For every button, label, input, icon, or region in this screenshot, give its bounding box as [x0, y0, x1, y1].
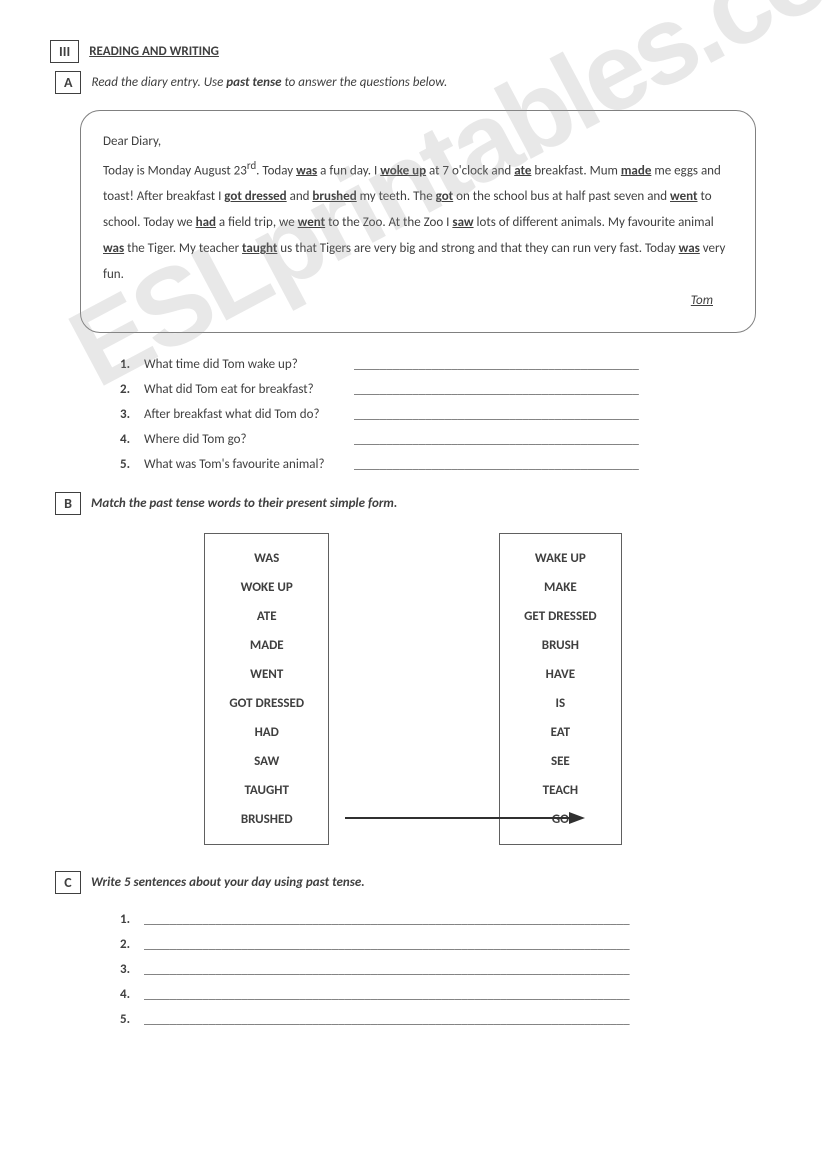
write-row: 5. _____________________________________…	[120, 1012, 776, 1027]
match-item[interactable]: BRUSHED	[229, 805, 304, 834]
match-item[interactable]: GOT DRESSED	[229, 689, 304, 718]
write-row: 4. _____________________________________…	[120, 987, 776, 1002]
page-title: READING AND WRITING	[89, 44, 219, 59]
diary-signature: Tom	[103, 288, 733, 314]
write-blank[interactable]: ________________________________________…	[144, 962, 776, 977]
match-item[interactable]: SAW	[229, 747, 304, 776]
match-item[interactable]: WAS	[229, 544, 304, 573]
w-num: 4.	[120, 987, 144, 1002]
section-c-instruction: Write 5 sentences about your day using p…	[91, 875, 365, 890]
q-text: What was Tom's favourite animal?	[144, 457, 354, 472]
q-num: 3.	[120, 407, 144, 422]
q-text: What time did Tom wake up?	[144, 357, 354, 372]
question-row: 5. What was Tom's favourite animal? ____…	[120, 457, 776, 472]
q-num: 1.	[120, 357, 144, 372]
q-text: After breakfast what did Tom do?	[144, 407, 354, 422]
match-item[interactable]: EAT	[524, 718, 597, 747]
write-row: 2. _____________________________________…	[120, 937, 776, 952]
q-num: 2.	[120, 382, 144, 397]
q-text: What did Tom eat for breakfast?	[144, 382, 354, 397]
match-item[interactable]: GET DRESSED	[524, 602, 597, 631]
writing-lines: 1. _____________________________________…	[120, 912, 776, 1027]
question-row: 1. What time did Tom wake up? __________…	[120, 357, 776, 372]
w-num: 5.	[120, 1012, 144, 1027]
q-num: 4.	[120, 432, 144, 447]
write-row: 1. _____________________________________…	[120, 912, 776, 927]
section-b-box: B	[55, 492, 81, 515]
answer-blank[interactable]: ________________________________________…	[354, 357, 776, 372]
match-item[interactable]: BRUSH	[524, 631, 597, 660]
match-item[interactable]: WAKE UP	[524, 544, 597, 573]
diary-entry: Dear Diary, Today is Monday August 23rd.…	[80, 110, 756, 333]
diary-body: Today is Monday August 23rd. Today was a…	[103, 155, 733, 288]
match-item[interactable]: MAKE	[524, 573, 597, 602]
write-blank[interactable]: ________________________________________…	[144, 987, 776, 1002]
match-arrow	[345, 811, 585, 825]
section-a-header: A Read the diary entry. Use past tense t…	[55, 71, 776, 94]
w-num: 3.	[120, 962, 144, 977]
diary-greeting: Dear Diary,	[103, 129, 733, 155]
match-item[interactable]: TAUGHT	[229, 776, 304, 805]
question-row: 4. Where did Tom go? ___________________…	[120, 432, 776, 447]
section-a-box: A	[55, 71, 81, 94]
answer-blank[interactable]: ________________________________________…	[354, 382, 776, 397]
answer-blank[interactable]: ________________________________________…	[354, 407, 776, 422]
match-item[interactable]: ATE	[229, 602, 304, 631]
answer-blank[interactable]: ________________________________________…	[354, 432, 776, 447]
match-item[interactable]: MADE	[229, 631, 304, 660]
section-c-box: C	[55, 871, 81, 894]
match-item[interactable]: SEE	[524, 747, 597, 776]
write-blank[interactable]: ________________________________________…	[144, 912, 776, 927]
answer-blank[interactable]: ________________________________________…	[354, 457, 776, 472]
section-b-instruction: Match the past tense words to their pres…	[91, 496, 397, 511]
write-blank[interactable]: ________________________________________…	[144, 937, 776, 952]
match-item[interactable]: HAD	[229, 718, 304, 747]
match-left-column: WAS WOKE UP ATE MADE WENT GOT DRESSED HA…	[204, 533, 329, 845]
match-item[interactable]: WOKE UP	[229, 573, 304, 602]
section-a-instruction: Read the diary entry. Use past tense to …	[91, 75, 447, 90]
w-num: 2.	[120, 937, 144, 952]
w-num: 1.	[120, 912, 144, 927]
match-exercise: WAS WOKE UP ATE MADE WENT GOT DRESSED HA…	[50, 533, 776, 845]
question-row: 3. After breakfast what did Tom do? ____…	[120, 407, 776, 422]
section-number-box: III	[50, 40, 79, 63]
header-row: III READING AND WRITING	[50, 40, 776, 63]
write-blank[interactable]: ________________________________________…	[144, 1012, 776, 1027]
match-item[interactable]: TEACH	[524, 776, 597, 805]
questions-list: 1. What time did Tom wake up? __________…	[120, 357, 776, 472]
match-item[interactable]: IS	[524, 689, 597, 718]
match-item[interactable]: WENT	[229, 660, 304, 689]
section-c-header: C Write 5 sentences about your day using…	[55, 871, 776, 894]
match-right-column: WAKE UP MAKE GET DRESSED BRUSH HAVE IS E…	[499, 533, 622, 845]
match-item[interactable]: HAVE	[524, 660, 597, 689]
write-row: 3. _____________________________________…	[120, 962, 776, 977]
section-b-header: B Match the past tense words to their pr…	[55, 492, 776, 515]
question-row: 2. What did Tom eat for breakfast? _____…	[120, 382, 776, 397]
q-text: Where did Tom go?	[144, 432, 354, 447]
q-num: 5.	[120, 457, 144, 472]
